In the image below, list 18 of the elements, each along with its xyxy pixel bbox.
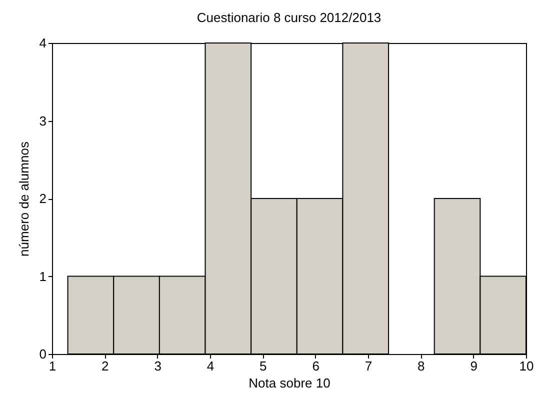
y-tick-label: 4 bbox=[39, 36, 46, 50]
x-tick-label: 5 bbox=[260, 358, 267, 374]
x-tick-label: 2 bbox=[102, 358, 109, 374]
x-tick-label: 9 bbox=[470, 358, 478, 374]
y-axis-title: número de alumnos bbox=[16, 141, 32, 256]
y-tick-label: 2 bbox=[39, 191, 46, 206]
x-axis-title: Nota sobre 10 bbox=[248, 376, 330, 390]
x-tick-label: 1 bbox=[48, 358, 56, 374]
x-tick-label: 8 bbox=[418, 358, 425, 374]
x-tick-label: 10 bbox=[519, 358, 534, 374]
y-tick-label: 0 bbox=[39, 346, 46, 362]
x-tick-label: 3 bbox=[154, 358, 162, 374]
x-tick-label: 6 bbox=[312, 358, 320, 374]
y-tick-label: 1 bbox=[39, 268, 46, 284]
x-tick-label: 7 bbox=[364, 358, 372, 374]
y-tick-label: 3 bbox=[39, 113, 46, 128]
x-tick-label: 4 bbox=[206, 358, 214, 374]
chart-title: Cuestionario 8 curso 2012/2013 bbox=[196, 10, 382, 25]
